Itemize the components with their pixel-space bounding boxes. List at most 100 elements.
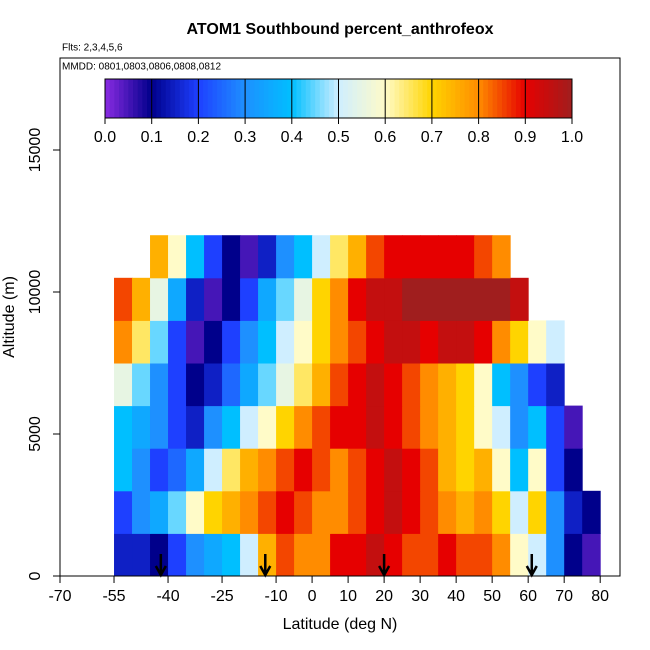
colorbar-tick-label: 0.4 bbox=[281, 129, 303, 146]
heat-cell bbox=[294, 448, 313, 492]
x-tick-label: 20 bbox=[375, 588, 393, 605]
heat-cell bbox=[240, 277, 259, 321]
colorbar-step bbox=[529, 79, 536, 118]
heat-cell bbox=[492, 448, 511, 492]
colorbar-step bbox=[497, 79, 503, 118]
colorbar-step bbox=[254, 79, 260, 118]
heat-cell bbox=[402, 490, 421, 534]
colorbar-step bbox=[105, 79, 111, 118]
heat-cell bbox=[366, 277, 385, 321]
heat-cell bbox=[366, 405, 385, 449]
heat-cell bbox=[402, 448, 421, 492]
heat-cell bbox=[438, 235, 457, 279]
heat-cell bbox=[348, 320, 367, 364]
heat-cell bbox=[168, 490, 187, 534]
heat-cell bbox=[222, 533, 241, 577]
colorbar-step bbox=[333, 79, 339, 118]
colorbar-tick-label: 0.1 bbox=[141, 129, 163, 146]
colorbar-step bbox=[534, 79, 540, 118]
colorbar-step bbox=[445, 79, 452, 118]
colorbar-step bbox=[525, 79, 531, 118]
heat-cell bbox=[510, 363, 529, 407]
colorbar-step bbox=[343, 79, 349, 118]
colorbar-step bbox=[319, 79, 325, 118]
heat-cell bbox=[510, 320, 529, 364]
heat-cell bbox=[438, 363, 457, 407]
heat-cell bbox=[132, 448, 151, 492]
heat-cell bbox=[456, 448, 475, 492]
heat-cell bbox=[348, 235, 367, 279]
heat-cell bbox=[456, 363, 475, 407]
heat-cell bbox=[474, 448, 493, 492]
colorbar-step bbox=[291, 79, 297, 118]
colorbar-step bbox=[268, 79, 274, 118]
heat-cell bbox=[546, 363, 565, 407]
colorbar-step bbox=[315, 79, 321, 118]
heat-cell bbox=[150, 490, 169, 534]
colorbar-step bbox=[231, 79, 237, 118]
colorbar-step bbox=[245, 79, 251, 118]
heat-cell bbox=[132, 490, 151, 534]
heat-cell bbox=[528, 405, 547, 449]
heat-cell bbox=[474, 277, 493, 321]
heat-cell bbox=[168, 448, 187, 492]
heat-cell bbox=[186, 405, 205, 449]
heat-cell bbox=[150, 533, 169, 577]
heat-cell bbox=[312, 448, 331, 492]
colorbar-tick-label: 0.0 bbox=[94, 129, 116, 146]
heat-cell bbox=[456, 490, 475, 534]
heat-cell bbox=[186, 533, 205, 577]
heat-cell bbox=[528, 490, 547, 534]
heat-cell bbox=[240, 533, 259, 577]
heat-cell bbox=[132, 405, 151, 449]
colorbar-step bbox=[151, 79, 157, 118]
annotation: MMDD: 0801,0803,0806,0808,0812 bbox=[62, 62, 221, 73]
colorbar-step bbox=[548, 79, 554, 118]
heat-cell bbox=[546, 533, 565, 577]
heat-cell bbox=[582, 490, 601, 534]
heat-cell bbox=[456, 405, 475, 449]
heat-cell bbox=[186, 277, 205, 321]
colorbar-step bbox=[193, 79, 199, 118]
heat-cell bbox=[492, 363, 511, 407]
heat-cell bbox=[132, 320, 151, 364]
heat-cell bbox=[168, 405, 187, 449]
arrow-marker bbox=[525, 554, 538, 578]
plot-frame bbox=[59, 57, 621, 577]
heat-cell bbox=[204, 448, 223, 492]
heat-cell bbox=[294, 533, 313, 577]
colorbar-step bbox=[459, 79, 466, 118]
heat-cell bbox=[510, 277, 529, 321]
x-tick-label: -10 bbox=[265, 588, 288, 605]
heat-cell bbox=[150, 277, 169, 321]
heat-cell bbox=[222, 490, 241, 534]
heat-cell bbox=[420, 363, 439, 407]
colorbar-tick-label: 0.9 bbox=[514, 129, 536, 146]
heat-cell bbox=[438, 405, 457, 449]
heat-cell bbox=[150, 448, 169, 492]
heat-cell bbox=[222, 277, 241, 321]
heat-cell bbox=[276, 277, 295, 321]
heat-cell bbox=[492, 533, 511, 577]
heat-cell bbox=[276, 448, 295, 492]
colorbar-step bbox=[417, 79, 424, 118]
heat-cell bbox=[150, 363, 169, 407]
heat-cell bbox=[366, 320, 385, 364]
x-tick-label: 30 bbox=[411, 588, 429, 605]
heat-cell bbox=[276, 235, 295, 279]
heat-cell bbox=[348, 533, 367, 577]
heat-cell bbox=[366, 363, 385, 407]
heat-cell bbox=[114, 533, 133, 577]
colorbar-step bbox=[198, 79, 204, 118]
colorbar-step bbox=[114, 79, 120, 118]
heat-cell bbox=[384, 277, 403, 321]
heat-cell bbox=[546, 320, 565, 364]
heat-cell bbox=[276, 405, 295, 449]
colorbar-step bbox=[539, 79, 545, 118]
subtitle: Flts: 2,3,4,5,6 bbox=[62, 43, 123, 54]
heat-cell bbox=[456, 235, 475, 279]
colorbar-step bbox=[520, 79, 526, 118]
heat-cell bbox=[474, 533, 493, 577]
colorbar-step bbox=[361, 79, 368, 118]
colorbar-step bbox=[217, 79, 223, 118]
